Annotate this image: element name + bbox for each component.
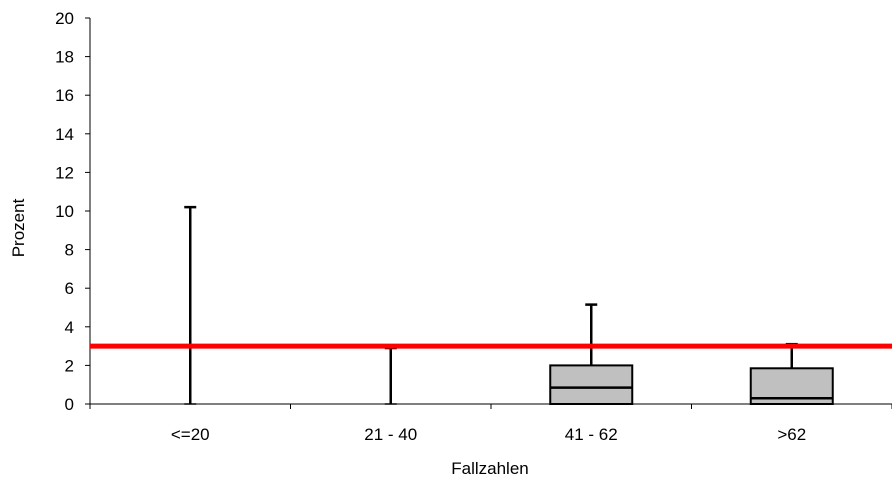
y-tick-label: 8 [65, 241, 74, 260]
x-tick-label: 41 - 62 [565, 425, 618, 444]
y-tick-label: 20 [55, 9, 74, 28]
y-tick-label: 2 [65, 356, 74, 375]
box-body [549, 364, 634, 405]
x-axis-title: Fallzahlen [451, 459, 529, 478]
x-tick-label: 21 - 40 [364, 425, 417, 444]
y-tick-label: 18 [55, 48, 74, 67]
box-1 [384, 346, 397, 405]
boxes [184, 205, 834, 406]
y-tick-label: 0 [65, 395, 74, 414]
box-3 [749, 342, 834, 406]
y-tick-label: 12 [55, 163, 74, 182]
y-tick-label: 6 [65, 279, 74, 298]
y-axis: 0 2 4 6 8 10 12 14 16 18 20 [55, 9, 91, 414]
y-axis-title: Prozent [9, 198, 28, 257]
x-tick-label: >62 [777, 425, 806, 444]
y-tick-label: 4 [65, 318, 74, 337]
y-tick-label: 14 [55, 125, 74, 144]
box-2 [549, 303, 634, 405]
x-axis: <=20 21 - 40 41 - 62 >62 [89, 403, 892, 444]
box-0 [184, 205, 197, 405]
x-tick-label: <=20 [171, 425, 210, 444]
y-tick-label: 10 [55, 202, 74, 221]
y-tick-label: 16 [55, 86, 74, 105]
